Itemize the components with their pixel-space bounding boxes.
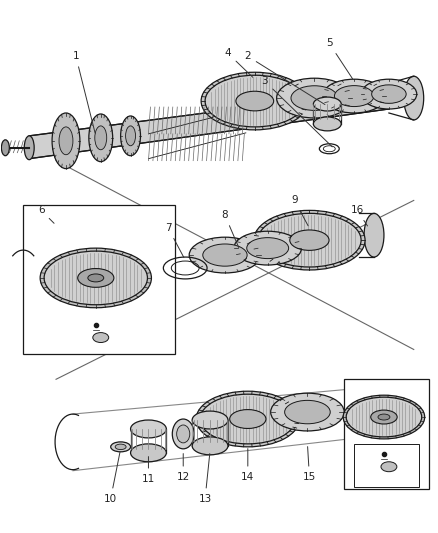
Polygon shape bbox=[344, 379, 429, 489]
Polygon shape bbox=[23, 205, 175, 354]
Text: 7: 7 bbox=[165, 223, 184, 257]
Ellipse shape bbox=[52, 113, 80, 168]
Ellipse shape bbox=[236, 91, 274, 111]
Polygon shape bbox=[246, 89, 309, 121]
Ellipse shape bbox=[59, 127, 73, 155]
Text: 6: 6 bbox=[38, 205, 54, 223]
Ellipse shape bbox=[205, 75, 304, 127]
Text: 2: 2 bbox=[244, 51, 325, 104]
Ellipse shape bbox=[200, 394, 296, 444]
Ellipse shape bbox=[254, 211, 365, 270]
Ellipse shape bbox=[44, 251, 148, 305]
Ellipse shape bbox=[120, 116, 141, 156]
Text: 3: 3 bbox=[261, 76, 332, 147]
Ellipse shape bbox=[172, 419, 194, 449]
Polygon shape bbox=[29, 89, 389, 159]
Ellipse shape bbox=[322, 79, 386, 113]
Ellipse shape bbox=[131, 444, 166, 462]
Ellipse shape bbox=[88, 274, 104, 282]
Ellipse shape bbox=[131, 420, 166, 438]
Ellipse shape bbox=[291, 86, 338, 110]
Text: 12: 12 bbox=[177, 454, 190, 482]
Ellipse shape bbox=[192, 411, 228, 429]
Text: 13: 13 bbox=[198, 454, 212, 504]
Ellipse shape bbox=[93, 333, 109, 343]
Text: 8: 8 bbox=[222, 211, 239, 247]
Ellipse shape bbox=[230, 409, 266, 429]
Ellipse shape bbox=[1, 140, 9, 156]
Ellipse shape bbox=[189, 237, 261, 273]
Ellipse shape bbox=[126, 126, 135, 146]
Ellipse shape bbox=[381, 462, 397, 472]
Ellipse shape bbox=[192, 437, 228, 455]
Text: 14: 14 bbox=[241, 449, 254, 482]
Text: 1: 1 bbox=[73, 51, 95, 133]
Ellipse shape bbox=[343, 395, 425, 439]
Ellipse shape bbox=[258, 213, 361, 267]
Ellipse shape bbox=[314, 97, 341, 111]
Text: 4: 4 bbox=[225, 49, 253, 77]
Ellipse shape bbox=[247, 238, 289, 259]
Ellipse shape bbox=[314, 117, 341, 131]
Ellipse shape bbox=[364, 213, 384, 257]
Ellipse shape bbox=[78, 269, 114, 287]
Ellipse shape bbox=[372, 85, 406, 103]
Ellipse shape bbox=[89, 114, 113, 161]
Ellipse shape bbox=[285, 400, 330, 424]
Ellipse shape bbox=[95, 126, 107, 150]
Text: 10: 10 bbox=[104, 451, 120, 504]
Text: 16: 16 bbox=[350, 205, 367, 226]
Ellipse shape bbox=[335, 86, 374, 107]
Ellipse shape bbox=[201, 72, 308, 130]
Ellipse shape bbox=[115, 444, 126, 449]
Ellipse shape bbox=[361, 79, 417, 109]
Text: 11: 11 bbox=[142, 457, 155, 483]
Ellipse shape bbox=[271, 393, 344, 431]
Ellipse shape bbox=[177, 425, 190, 443]
Text: 5: 5 bbox=[326, 38, 353, 79]
Text: 15: 15 bbox=[303, 447, 316, 482]
Ellipse shape bbox=[196, 391, 300, 447]
Ellipse shape bbox=[203, 244, 247, 266]
Text: 9: 9 bbox=[291, 196, 308, 226]
Ellipse shape bbox=[290, 230, 329, 251]
Ellipse shape bbox=[404, 76, 424, 120]
Ellipse shape bbox=[111, 442, 131, 452]
Ellipse shape bbox=[346, 397, 422, 437]
Ellipse shape bbox=[378, 414, 390, 420]
Ellipse shape bbox=[277, 78, 352, 118]
Ellipse shape bbox=[234, 231, 301, 265]
Ellipse shape bbox=[40, 248, 152, 308]
Ellipse shape bbox=[371, 410, 397, 424]
Ellipse shape bbox=[24, 136, 34, 160]
